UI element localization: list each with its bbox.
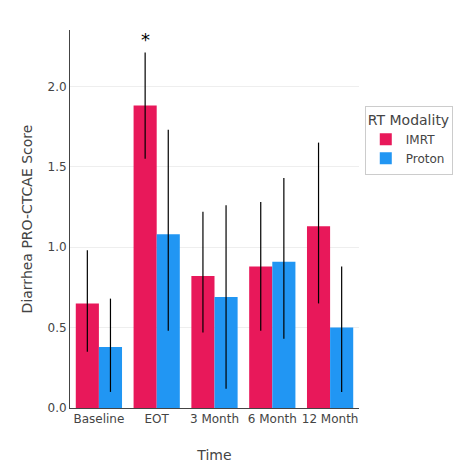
svg-text:1.5: 1.5 [48,160,67,174]
svg-text:Proton: Proton [406,152,445,166]
svg-text:0.5: 0.5 [48,321,67,335]
svg-text:RT Modality: RT Modality [368,112,449,128]
svg-text:*: * [141,29,150,50]
svg-text:Time: Time [196,447,231,463]
svg-text:12 Month: 12 Month [302,412,359,426]
svg-text:EOT: EOT [145,412,170,426]
svg-text:2.0: 2.0 [48,80,67,94]
svg-text:Baseline: Baseline [73,412,124,426]
svg-text:6 Month: 6 Month [248,412,297,426]
svg-text:3 Month: 3 Month [190,412,239,426]
svg-text:1.0: 1.0 [48,240,67,254]
svg-text:IMRT: IMRT [406,133,435,147]
svg-text:0.0: 0.0 [48,401,67,415]
svg-text:Diarrhea PRO-CTCAE Score: Diarrhea PRO-CTCAE Score [19,125,35,314]
